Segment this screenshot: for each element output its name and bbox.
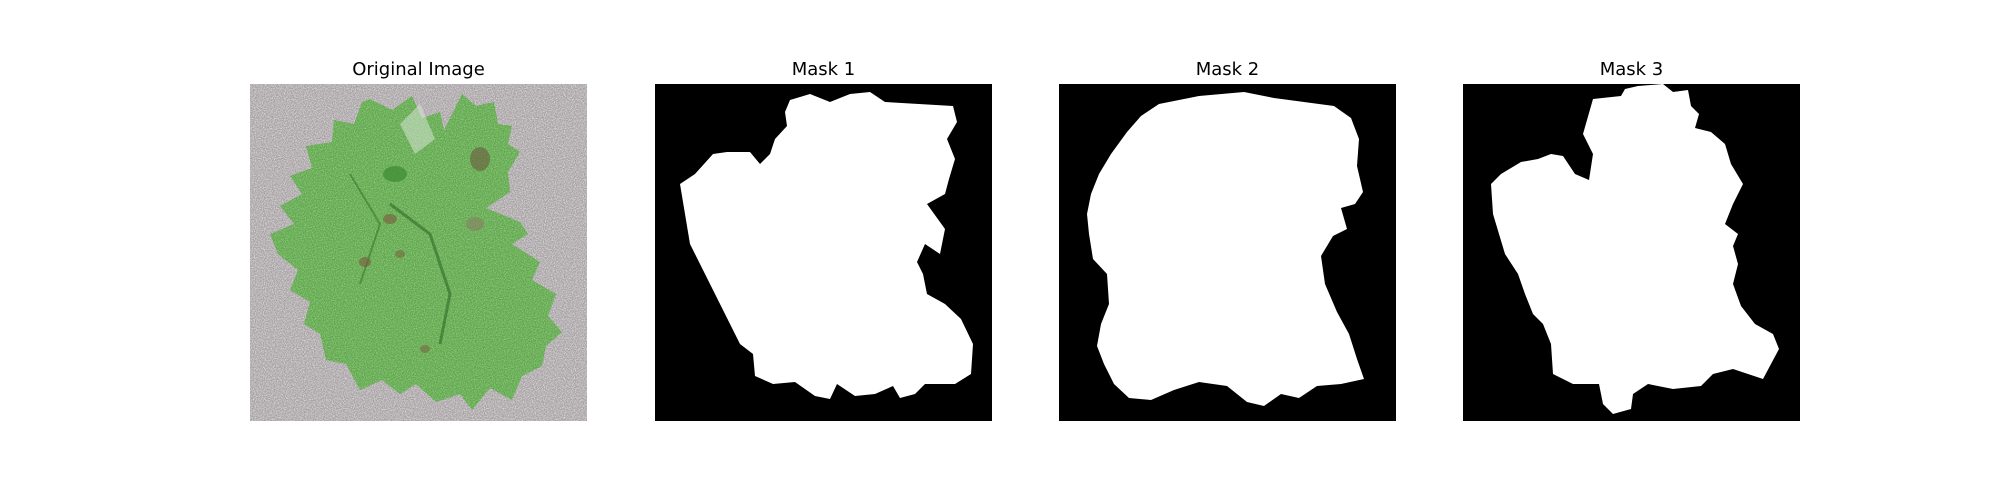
mask-3-image (1463, 84, 1800, 421)
panel-title: Mask 2 (1059, 59, 1396, 80)
mask-2-image (1059, 84, 1396, 421)
panel-mask-1: Mask 1 (655, 0, 992, 500)
panel-title: Mask 1 (655, 59, 992, 80)
original-image (250, 84, 587, 421)
panel-title: Original Image (250, 59, 587, 80)
mask-region (1087, 92, 1364, 406)
panel-mask-3: Mask 3 (1463, 0, 1800, 500)
panel-mask-2: Mask 2 (1059, 0, 1396, 500)
mask-1-image (655, 84, 992, 421)
panel-title: Mask 3 (1463, 59, 1800, 80)
panel-original-image: Original Image (250, 0, 587, 500)
